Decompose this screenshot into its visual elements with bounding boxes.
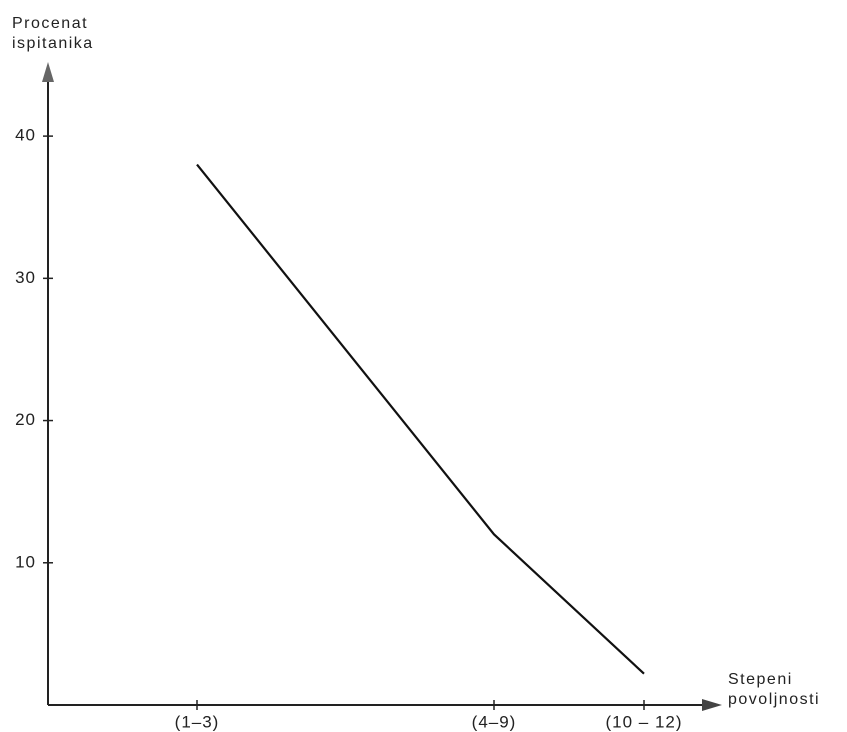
chart: 10 20 30 40 (1–3) (4–9) (10 – 12)	[0, 0, 847, 732]
y-tick-label: 40	[15, 126, 36, 145]
line	[197, 165, 644, 674]
y-axis-label: Procenat ispitanika	[12, 14, 122, 54]
x-tick-label: (10 – 12)	[605, 712, 682, 731]
x-tick-label: (1–3)	[175, 712, 220, 731]
y-tick-label: 10	[15, 552, 36, 571]
y-tick-label: 20	[15, 410, 36, 429]
y-tick-label: 30	[15, 268, 36, 287]
x-tick-label: (4–9)	[472, 712, 517, 731]
page: 10 20 30 40 (1–3) (4–9) (10 – 12) Procenat isp…	[0, 0, 847, 732]
x-axis-label: Stepeni povoljnosti	[728, 670, 843, 710]
x-axis-arrow	[702, 699, 722, 711]
y-axis-arrow	[42, 62, 54, 82]
